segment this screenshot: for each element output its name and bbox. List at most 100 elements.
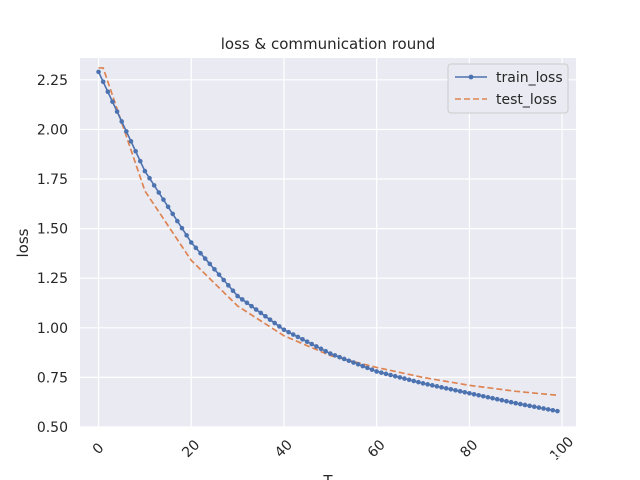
train-loss-point <box>416 379 421 385</box>
train-loss-point <box>304 339 310 344</box>
legend-label-test-loss: test_loss <box>496 92 557 108</box>
train-loss-point <box>286 329 291 335</box>
x-tick-label: 0 <box>90 440 108 458</box>
train-loss-point <box>462 389 468 395</box>
train-loss-point <box>133 148 138 154</box>
train-loss-point <box>323 348 328 354</box>
train-loss-point <box>365 365 370 371</box>
train-loss-point <box>235 293 240 299</box>
legend-marker-train-loss <box>468 74 474 80</box>
train-loss-point <box>480 393 486 399</box>
plot-background <box>80 58 576 427</box>
train-loss-point <box>281 327 287 333</box>
train-loss-point <box>188 240 194 245</box>
train-loss-point <box>355 362 361 367</box>
train-loss-point <box>541 406 546 411</box>
y-tick-label: 1.75 <box>37 172 68 188</box>
train-loss-point <box>485 394 491 400</box>
train-loss-point <box>406 377 412 383</box>
train-loss-point <box>142 168 148 174</box>
train-loss-point <box>374 369 379 374</box>
y-tick-label: 1.00 <box>37 321 68 337</box>
train-loss-point <box>318 346 324 352</box>
train-loss-point <box>272 320 277 326</box>
train-loss-point <box>207 261 213 267</box>
y-tick-label: 0.50 <box>37 420 68 436</box>
horizontal-gridlines <box>80 79 576 428</box>
train-loss-point <box>337 354 342 360</box>
train-loss-point <box>110 99 115 104</box>
y-tick-label: 0.75 <box>37 370 68 386</box>
watermark-text: CSDN @甜度超标° <box>475 453 622 473</box>
train-loss-point <box>360 363 366 369</box>
train-loss-point <box>429 383 435 388</box>
legend: train_loss test_loss <box>447 63 569 114</box>
train-loss-point <box>383 371 389 377</box>
train-loss-point <box>300 337 305 342</box>
train-loss-point <box>457 388 463 394</box>
train-loss-point <box>239 297 245 302</box>
y-tick-label: 1.25 <box>37 271 68 287</box>
train-loss-point <box>295 334 301 340</box>
train-loss-point <box>216 272 222 277</box>
train-loss-point <box>119 119 125 124</box>
train-loss-point <box>522 402 528 408</box>
train-loss-point <box>161 197 166 202</box>
train-loss-point <box>258 310 264 316</box>
train-loss-point <box>545 407 551 412</box>
train-loss-point <box>137 158 143 164</box>
train-loss-point <box>369 367 375 372</box>
train-loss-point <box>184 233 189 238</box>
train-loss-point <box>221 277 227 283</box>
train-loss-point <box>448 387 454 392</box>
train-loss-point <box>499 397 505 403</box>
train-loss-point <box>453 387 458 393</box>
y-tick-label: 2.00 <box>37 122 68 138</box>
train-loss-point <box>476 392 481 398</box>
train-loss-point <box>263 314 268 319</box>
train-loss-point <box>402 376 407 381</box>
train-loss-point <box>494 396 500 402</box>
train-loss-point <box>332 353 338 358</box>
train-loss-point <box>341 356 347 362</box>
train-loss-point <box>379 370 384 375</box>
train-loss-point <box>346 358 352 364</box>
y-tick-label: 2.25 <box>37 73 68 89</box>
y-tick-label: 1.50 <box>37 222 68 238</box>
x-tick-label: 20 <box>179 437 203 461</box>
train-loss-point <box>443 386 449 391</box>
series-line-train-loss <box>97 71 558 412</box>
train-loss-point <box>165 204 171 210</box>
train-loss-point <box>290 332 296 337</box>
chart-title: loss & communication round <box>221 35 436 53</box>
train-loss-point <box>309 341 315 347</box>
train-loss-point <box>193 245 199 251</box>
train-loss-point <box>527 403 532 409</box>
train-loss-point <box>175 218 180 224</box>
train-loss-point <box>467 390 472 396</box>
train-loss-point <box>397 375 403 380</box>
train-loss-point <box>198 250 203 256</box>
train-loss-point <box>253 307 259 312</box>
train-loss-point <box>555 408 560 414</box>
series-line-test-loss <box>98 67 558 397</box>
train-loss-point <box>425 382 430 387</box>
train-loss-point <box>105 89 111 95</box>
train-loss-point <box>226 283 231 288</box>
train-loss-point <box>536 405 542 410</box>
train-loss-point <box>128 139 134 144</box>
train-loss-point <box>513 400 519 406</box>
x-tick-label: 40 <box>272 437 296 461</box>
train-loss-point <box>202 256 208 261</box>
train-loss-point <box>230 288 236 294</box>
x-axis-label: T <box>322 472 333 480</box>
train-loss-point <box>156 190 162 195</box>
train-loss-point <box>328 351 333 356</box>
train-loss-point <box>518 401 523 407</box>
train-loss-point <box>96 69 101 75</box>
train-loss-point <box>212 266 217 272</box>
train-loss-point <box>179 225 185 231</box>
train-loss-point <box>267 317 273 322</box>
train-loss-point <box>351 360 356 365</box>
